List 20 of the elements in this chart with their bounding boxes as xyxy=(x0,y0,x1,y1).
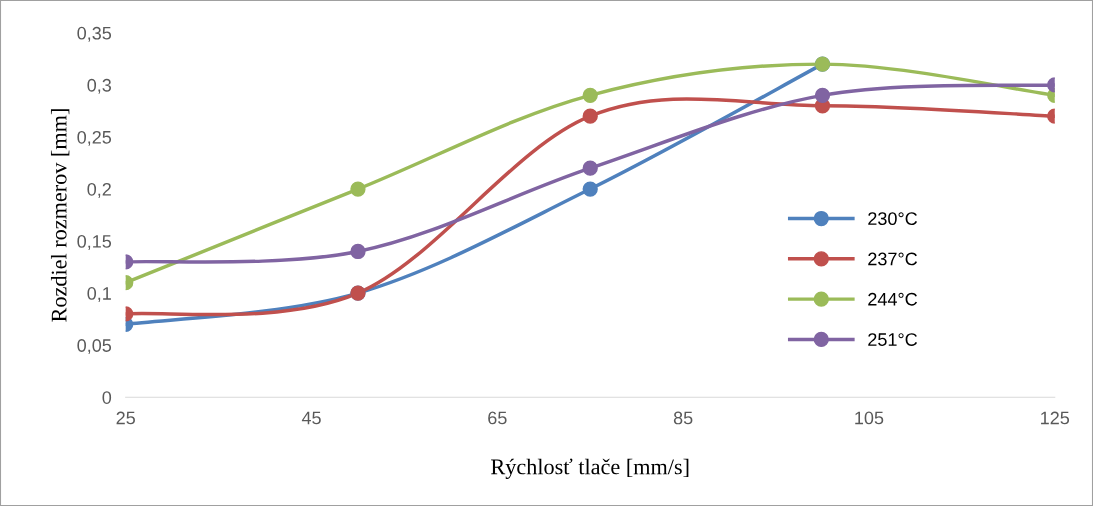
legend-label: 251°C xyxy=(868,333,918,346)
x-tick-label: 85 xyxy=(673,411,693,425)
y-tick-label: 0,3 xyxy=(87,78,112,94)
y-tick-label: 0,35 xyxy=(77,26,112,42)
x-tick-label: 125 xyxy=(1041,411,1070,425)
x-tick-label: 105 xyxy=(855,411,884,425)
x-tick-label: 65 xyxy=(488,411,507,425)
legend-label: 244°C xyxy=(868,292,918,306)
y-tick-label: 0,15 xyxy=(77,235,112,250)
y-axis-title: Rozdiel rozmerov [mm] xyxy=(50,109,70,322)
y-tick-label: 0,1 xyxy=(87,287,111,302)
legend-label: 237°C xyxy=(868,252,918,266)
x-tick-label: 45 xyxy=(301,411,321,425)
y-tick-label: 0,2 xyxy=(87,182,111,198)
y-tick-label: 0,25 xyxy=(77,130,112,146)
legend-label: 230°C xyxy=(868,212,918,226)
x-tick-label: 25 xyxy=(116,411,135,425)
y-tick-label: 0,05 xyxy=(77,339,112,355)
y-tick-label: 0 xyxy=(102,391,112,404)
x-axis-title: Rýchlosť tlače [mm/s] xyxy=(491,458,689,479)
